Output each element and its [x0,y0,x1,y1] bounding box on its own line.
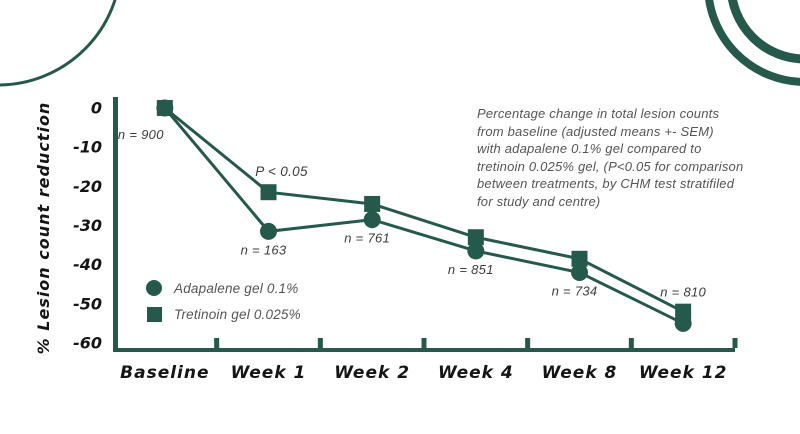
x-category-label: Week 12 [639,363,728,383]
circle-marker-icon [146,280,162,296]
y-axis-tick-labels: 0 -10 -20 -30 -40 -50 -60 [73,99,102,353]
x-axis-tick [525,338,531,348]
x-axis-tick [214,338,220,348]
n-count-label: n = 163 [241,242,287,257]
x-category-label: Baseline [120,363,209,383]
adapalene-line [163,107,684,325]
x-axis-ticks [214,338,738,348]
x-category-label: Week 1 [231,363,307,383]
tretinoin-point [156,100,173,116]
x-axis-tick [317,338,323,348]
x-category-label: Week 8 [542,363,618,383]
x-axis-tick [628,338,634,348]
n-count-label: n = 734 [552,284,598,299]
data-series [156,99,692,332]
tretinoin-point [260,184,277,201]
n-count-label: n = 851 [448,262,494,277]
legend-label-adapalene: Adapalene gel 0.1% [174,280,299,296]
y-tick-label: -20 [73,177,102,196]
y-tick-label: -60 [73,334,102,353]
x-category-label: Week 4 [438,363,514,383]
adapalene-point [571,264,588,281]
n-count-label: n = 810 [660,285,706,300]
y-tick-label: 0 [91,99,102,118]
x-axis-category-labels: Baseline Week 1 Week 2 Week 4 Week 8 Week 12 [120,363,728,383]
x-axis-line [113,348,735,352]
y-axis-title: % Lesion count reduction [34,101,53,355]
x-axis-tick [421,338,427,348]
x-axis-tick [732,338,738,348]
tretinoin-point [467,229,484,246]
y-tick-label: -30 [73,216,102,235]
decorative-arcs [0,0,800,87]
legend-item-tretinoin: Tretinoin gel 0.025% [146,305,301,323]
top-left-arc-decoration [0,0,117,87]
significance-label: P < 0.05 [255,164,308,179]
adapalene-point [467,242,485,260]
legend-item-adapalene: Adapalene gel 0.1% [146,279,301,297]
adapalene-point [363,211,381,229]
n-count-label: n = 900 [118,127,164,142]
point-labels: n = 900 n = 163 n = 761 n = 851 n = 734 n = 8… [118,127,706,300]
adapalene-point [260,222,277,240]
tretinoin-point [571,250,588,267]
x-category-label: Week 2 [334,363,410,383]
legend-label-tretinoin: Tretinoin gel 0.025% [174,306,301,322]
legend: Adapalene gel 0.1% Tretinoin gel 0.025% [146,279,301,331]
top-right-inner-ring-decoration [727,0,800,64]
tretinoin-point [364,195,381,212]
tretinoin-line [163,106,684,314]
tretinoin-point [675,303,692,320]
y-axis-line [113,97,118,352]
chart-annotation: Percentage change in total lesion counts… [477,106,744,209]
y-tick-label: -50 [73,294,102,313]
y-tick-label: -40 [73,255,102,274]
n-count-label: n = 761 [344,231,390,246]
y-tick-label: -10 [73,138,102,157]
square-marker-icon [147,306,162,322]
